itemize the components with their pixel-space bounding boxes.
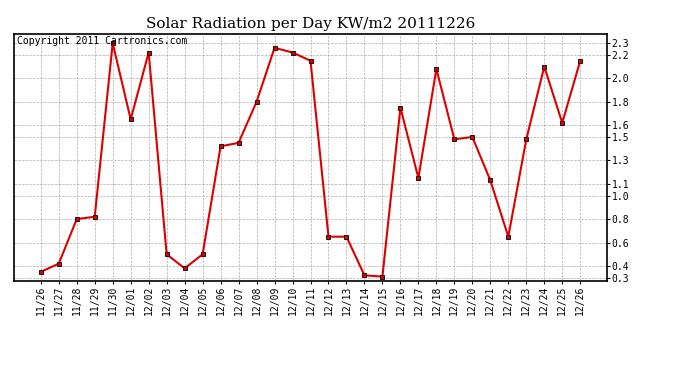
Text: Copyright 2011 Cartronics.com: Copyright 2011 Cartronics.com [17,36,187,46]
Title: Solar Radiation per Day KW/m2 20111226: Solar Radiation per Day KW/m2 20111226 [146,17,475,31]
